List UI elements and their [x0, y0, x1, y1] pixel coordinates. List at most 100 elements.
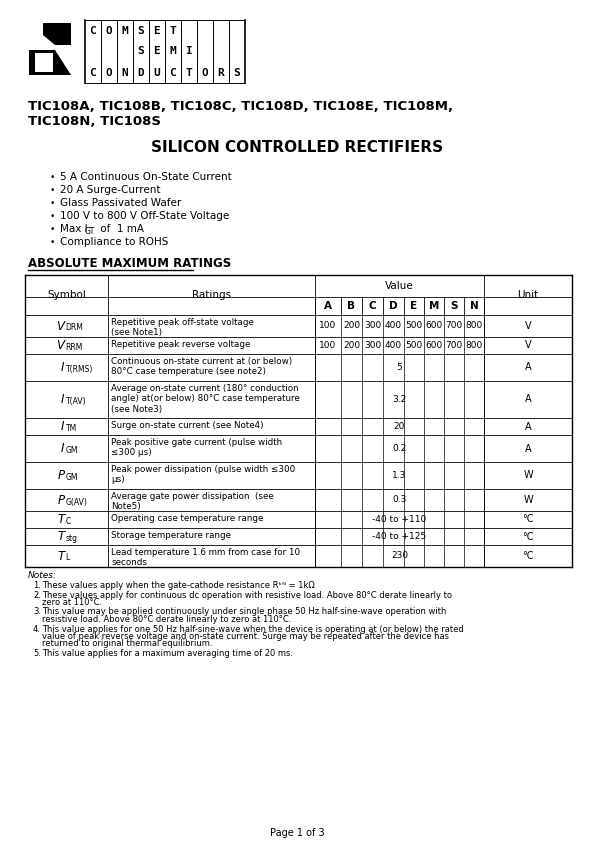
Text: W: W: [523, 471, 533, 481]
Text: 600: 600: [425, 322, 443, 331]
Text: T: T: [186, 67, 192, 77]
Text: 2.: 2.: [33, 590, 41, 600]
Text: D: D: [389, 301, 398, 311]
Text: M: M: [121, 25, 129, 35]
Text: A: A: [525, 363, 531, 372]
Text: T: T: [57, 530, 64, 543]
Text: This value applies for one 50 Hz half-sine-wave when the device is operating at : This value applies for one 50 Hz half-si…: [42, 625, 464, 633]
Text: A: A: [525, 444, 531, 454]
Text: 100: 100: [320, 341, 337, 350]
Text: S: S: [234, 67, 240, 77]
Text: DRM: DRM: [65, 323, 83, 333]
Text: S: S: [450, 301, 458, 311]
Text: V: V: [525, 340, 531, 350]
Polygon shape: [43, 23, 71, 45]
Text: 5 A Continuous On-State Current: 5 A Continuous On-State Current: [60, 172, 231, 182]
Text: Continuous on-state current at (or below)
80°C case temperature (see note2): Continuous on-state current at (or below…: [111, 357, 292, 376]
Text: °C: °C: [522, 551, 534, 561]
Text: S: S: [137, 25, 145, 35]
Text: E: E: [154, 46, 161, 56]
Text: 5: 5: [397, 363, 402, 372]
Text: 100: 100: [320, 322, 337, 331]
Text: value of peak reverse voltage and on-state current. Surge may be repeated after : value of peak reverse voltage and on-sta…: [42, 632, 449, 641]
Text: returned to original thermal equilibrium.: returned to original thermal equilibrium…: [42, 640, 212, 648]
Text: Max I: Max I: [60, 224, 87, 234]
Text: This value may be applied continuously under single phase 50 Hz half-sine-wave o: This value may be applied continuously u…: [42, 607, 446, 616]
Text: O: O: [106, 67, 112, 77]
Text: A: A: [525, 395, 531, 404]
Text: zero at 110°C.: zero at 110°C.: [42, 598, 102, 607]
Text: 800: 800: [465, 322, 483, 331]
Text: 230: 230: [391, 552, 408, 561]
Text: 700: 700: [446, 322, 463, 331]
Polygon shape: [29, 50, 71, 75]
Text: A: A: [324, 301, 332, 311]
Text: Storage temperature range: Storage temperature range: [111, 531, 231, 540]
Text: Average on-state current (180° conduction
angle) at(or below) 80°C case temperat: Average on-state current (180° conductio…: [111, 384, 300, 413]
Text: O: O: [106, 25, 112, 35]
Text: 200: 200: [343, 322, 360, 331]
Text: Peak power dissipation (pulse width ≤300
μs): Peak power dissipation (pulse width ≤300…: [111, 465, 295, 484]
Text: These values apply when the gate-cathode resistance Rᵏᴺ = 1kΩ: These values apply when the gate-cathode…: [42, 581, 315, 590]
Text: E: E: [411, 301, 418, 311]
Text: Unit: Unit: [518, 290, 538, 300]
Text: M: M: [429, 301, 439, 311]
Text: •: •: [49, 225, 55, 234]
Text: 1.: 1.: [33, 581, 41, 590]
Text: resistive load. Above 80°C derate linearly to zero at 110°C.: resistive load. Above 80°C derate linear…: [42, 615, 292, 624]
Text: Operating case temperature range: Operating case temperature range: [111, 514, 264, 523]
Text: D: D: [137, 67, 145, 77]
Text: O: O: [202, 67, 208, 77]
Text: Glass Passivated Wafer: Glass Passivated Wafer: [60, 198, 181, 208]
Text: Lead temperature 1.6 mm from case for 10
seconds: Lead temperature 1.6 mm from case for 10…: [111, 548, 300, 568]
Text: T(AV): T(AV): [65, 397, 86, 406]
Text: W: W: [523, 495, 533, 505]
Text: SILICON CONTROLLED RECTIFIERS: SILICON CONTROLLED RECTIFIERS: [151, 140, 443, 155]
Text: Repetitive peak off-state voltage
(see Note1): Repetitive peak off-state voltage (see N…: [111, 318, 254, 338]
Text: 5.: 5.: [33, 649, 41, 658]
Text: N: N: [121, 67, 129, 77]
Text: V: V: [525, 321, 531, 331]
Text: stg: stg: [65, 534, 77, 543]
Text: Ratings: Ratings: [192, 290, 231, 300]
Polygon shape: [35, 53, 53, 72]
Text: 20 A Surge-Current: 20 A Surge-Current: [60, 185, 161, 195]
Text: 600: 600: [425, 341, 443, 350]
Text: 500: 500: [405, 322, 422, 331]
Text: 800: 800: [465, 341, 483, 350]
Text: Page 1 of 3: Page 1 of 3: [270, 828, 324, 838]
Text: U: U: [154, 67, 161, 77]
Text: 400: 400: [385, 341, 402, 350]
Text: GT: GT: [85, 226, 95, 236]
Text: Compliance to ROHS: Compliance to ROHS: [60, 237, 168, 247]
Text: 3.2: 3.2: [392, 395, 406, 404]
Text: C: C: [90, 67, 96, 77]
Text: -40 to +110: -40 to +110: [372, 515, 427, 524]
Text: S: S: [137, 46, 145, 56]
Text: TIC108A, TIC108B, TIC108C, TIC108D, TIC108E, TIC108M,: TIC108A, TIC108B, TIC108C, TIC108D, TIC1…: [28, 100, 453, 113]
Text: TIC108N, TIC108S: TIC108N, TIC108S: [28, 115, 161, 128]
Text: 700: 700: [446, 341, 463, 350]
Text: E: E: [154, 25, 161, 35]
Text: 500: 500: [405, 341, 422, 350]
Text: 400: 400: [385, 322, 402, 331]
Text: B: B: [347, 301, 355, 311]
Text: °C: °C: [522, 514, 534, 525]
Text: V: V: [57, 339, 64, 352]
Text: GM: GM: [65, 446, 78, 455]
Text: -40 to +125: -40 to +125: [372, 532, 427, 541]
Text: of  1 mA: of 1 mA: [97, 224, 144, 234]
Text: •: •: [49, 199, 55, 208]
Text: M: M: [170, 46, 176, 56]
Text: R: R: [218, 67, 224, 77]
Text: Peak positive gate current (pulse width
≤300 μs): Peak positive gate current (pulse width …: [111, 438, 282, 457]
Text: 20: 20: [394, 422, 405, 431]
Text: These values apply for continuous dc operation with resistive load. Above 80°C d: These values apply for continuous dc ope…: [42, 590, 452, 600]
Text: I: I: [61, 420, 64, 433]
Text: C: C: [65, 517, 71, 526]
Text: 3.: 3.: [33, 607, 41, 616]
Text: Repetitive peak reverse voltage: Repetitive peak reverse voltage: [111, 340, 250, 349]
Text: V: V: [57, 319, 64, 333]
Text: P: P: [57, 469, 64, 482]
Text: C: C: [170, 67, 176, 77]
